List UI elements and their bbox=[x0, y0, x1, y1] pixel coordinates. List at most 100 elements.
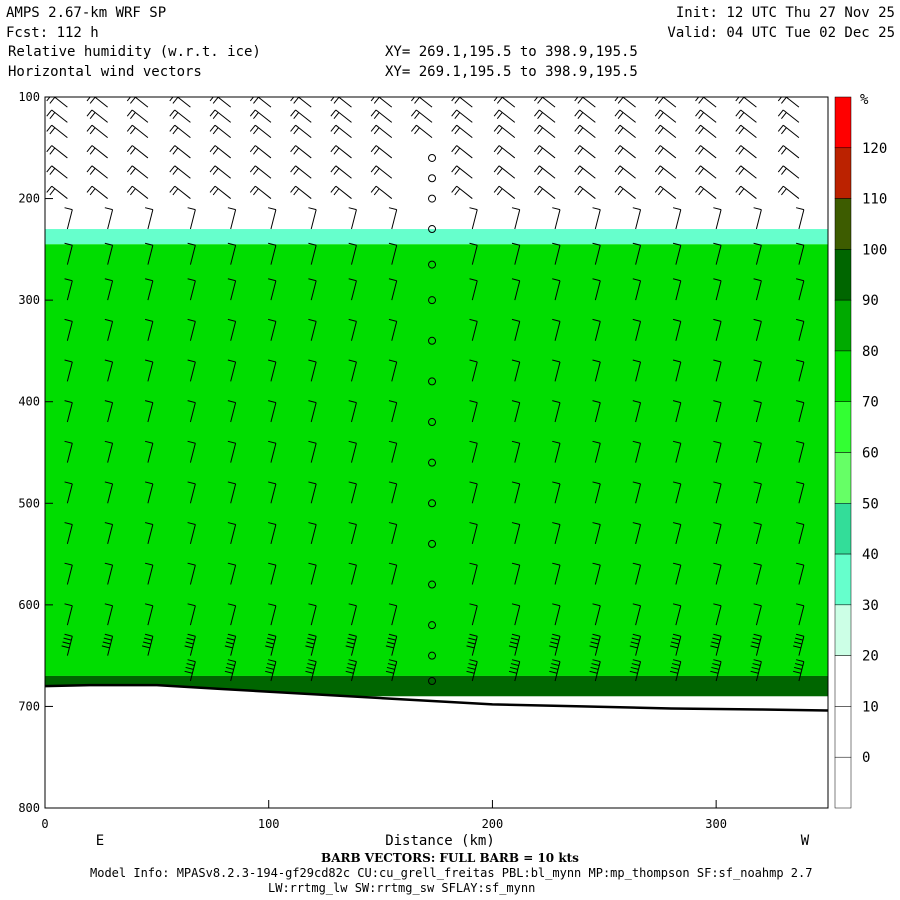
barb-flag bbox=[388, 242, 397, 246]
barb-flag bbox=[577, 112, 584, 120]
barb-flag bbox=[451, 185, 458, 193]
barb-flag bbox=[144, 400, 153, 404]
barb-staff bbox=[700, 185, 717, 199]
barb-flag bbox=[574, 185, 581, 193]
barb-flag bbox=[249, 145, 256, 153]
barb-staff bbox=[514, 565, 521, 585]
barb-flag bbox=[496, 97, 503, 104]
barb-flag bbox=[753, 659, 762, 663]
forecast-hour: Fcst: 112 h bbox=[6, 25, 99, 41]
barb-staff bbox=[579, 109, 596, 123]
barb-staff bbox=[554, 361, 561, 382]
barb-flag bbox=[631, 637, 640, 641]
barb-staff bbox=[755, 443, 762, 463]
barb-flag bbox=[187, 659, 196, 663]
barb-column bbox=[534, 97, 561, 682]
barb-flag bbox=[751, 666, 760, 670]
barb-flag bbox=[750, 645, 759, 649]
barb-flag bbox=[672, 207, 681, 211]
barb-staff bbox=[594, 483, 601, 504]
barb-staff bbox=[675, 443, 682, 463]
barb-flag bbox=[496, 147, 503, 155]
barb-flag bbox=[592, 562, 601, 566]
barb-staff bbox=[297, 97, 312, 108]
barb-flag bbox=[333, 188, 340, 196]
barb-flag bbox=[49, 168, 56, 175]
barb-flag bbox=[227, 440, 236, 444]
barb-staff bbox=[498, 185, 516, 199]
barb-flag bbox=[614, 124, 621, 132]
barb-staff bbox=[554, 483, 561, 504]
barb-flag bbox=[672, 633, 681, 637]
barb-staff bbox=[53, 97, 68, 108]
barb-staff bbox=[270, 636, 277, 656]
barb-flag bbox=[104, 633, 113, 637]
barb-staff bbox=[514, 361, 521, 382]
barb-flag bbox=[249, 109, 256, 117]
barb-flag bbox=[592, 633, 601, 637]
barb-flag bbox=[753, 278, 762, 282]
barb-flag bbox=[227, 562, 236, 566]
barb-staff bbox=[66, 361, 73, 382]
barb-staff bbox=[456, 145, 473, 159]
barb-staff bbox=[270, 605, 277, 626]
y-tick-label: 300 bbox=[18, 293, 40, 307]
barb-staff bbox=[107, 483, 114, 504]
barb-staff bbox=[619, 145, 636, 159]
barb-flag bbox=[695, 185, 701, 193]
barb-flag bbox=[632, 278, 641, 282]
calm-barb bbox=[428, 260, 437, 269]
barb-staff bbox=[798, 361, 805, 382]
barb-staff bbox=[254, 145, 272, 159]
barb-staff bbox=[335, 124, 352, 139]
barb-flag bbox=[370, 185, 377, 193]
barb-flag bbox=[629, 645, 638, 649]
barb-flag bbox=[226, 663, 235, 667]
xy-line-vector: XY= 269.1,195.5 to 398.9,195.5 bbox=[385, 64, 638, 80]
barb-staff bbox=[107, 565, 114, 585]
barb-flag bbox=[227, 278, 236, 282]
barb-flag bbox=[632, 562, 641, 566]
barb-staff bbox=[740, 145, 757, 159]
axes: 0 100 200 300 100 200 300 400 500 600 700 800 bbox=[18, 90, 727, 831]
barb-staff bbox=[700, 109, 717, 123]
barb-staff bbox=[471, 483, 478, 504]
barb-flag bbox=[511, 440, 520, 444]
barb-flag bbox=[672, 400, 681, 404]
barb-flag bbox=[130, 112, 136, 120]
barb-flag bbox=[777, 185, 784, 193]
barb-staff bbox=[554, 209, 561, 230]
terrain-fill bbox=[45, 685, 828, 808]
barb-staff bbox=[594, 361, 601, 382]
barb-flag bbox=[370, 124, 377, 132]
barb-staff bbox=[91, 185, 108, 199]
barb-staff bbox=[798, 483, 805, 504]
barb-staff bbox=[471, 565, 478, 585]
barb-flag bbox=[466, 670, 475, 674]
barb-flag bbox=[414, 127, 420, 135]
barb-flag bbox=[388, 318, 397, 322]
barb-flag bbox=[467, 666, 476, 670]
barb-flag bbox=[209, 145, 216, 153]
barb-flag bbox=[670, 641, 679, 645]
barb-flag bbox=[794, 666, 803, 670]
barb-flag bbox=[672, 440, 681, 444]
barb-staff bbox=[107, 280, 114, 301]
barb-flag bbox=[577, 127, 584, 135]
terrain-surface-line bbox=[45, 683, 828, 712]
barb-flag bbox=[348, 207, 357, 211]
barb-staff bbox=[270, 524, 277, 545]
barb-staff bbox=[189, 245, 196, 265]
barb-flag bbox=[308, 562, 317, 566]
barb-flag bbox=[657, 188, 664, 196]
barb-flag bbox=[169, 185, 176, 193]
barb-flag bbox=[695, 145, 701, 153]
barb-flag bbox=[249, 185, 256, 193]
barb-staff bbox=[351, 280, 357, 301]
barb-staff bbox=[715, 524, 722, 545]
barb-staff bbox=[498, 165, 516, 179]
barb-staff bbox=[554, 402, 561, 423]
barb-flag bbox=[738, 127, 745, 135]
barb-flag bbox=[348, 562, 357, 566]
barb-staff bbox=[798, 524, 805, 545]
